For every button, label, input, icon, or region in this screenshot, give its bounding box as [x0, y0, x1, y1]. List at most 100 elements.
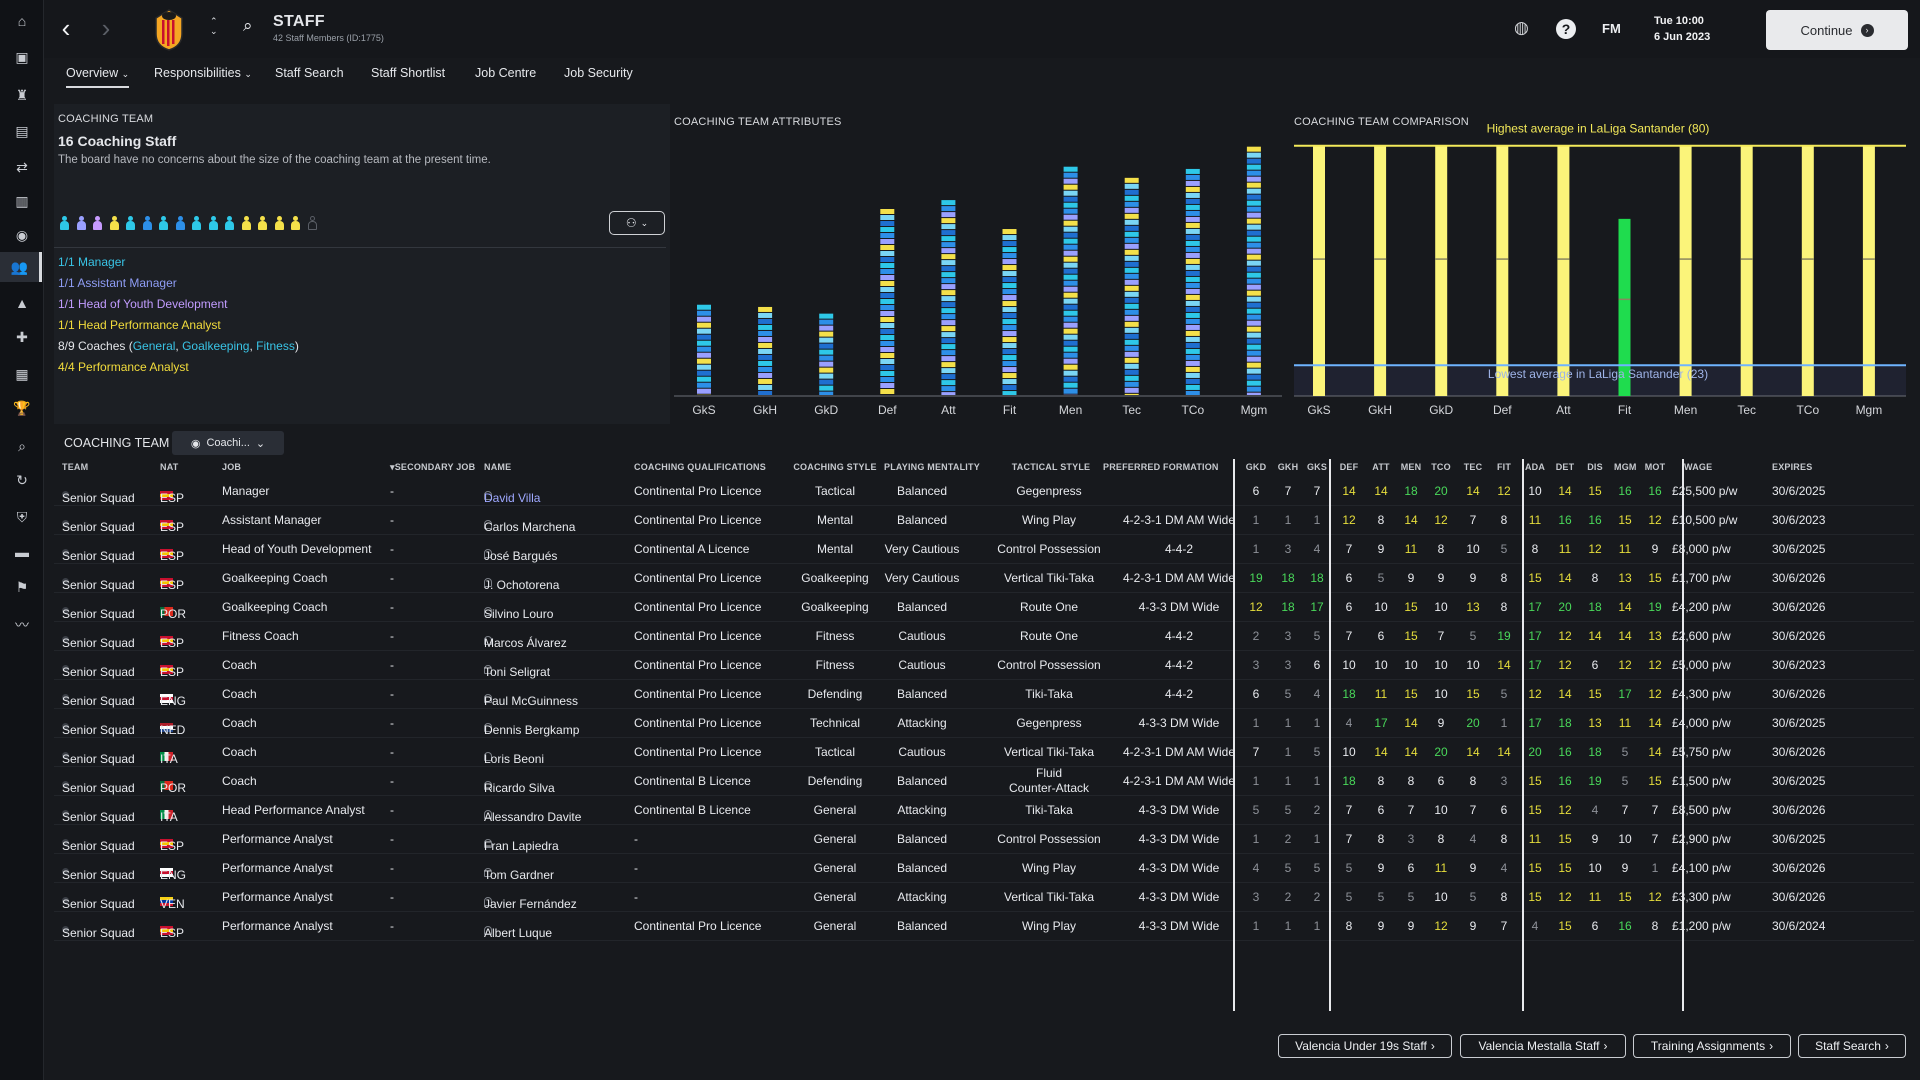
- select-dot-icon[interactable]: [62, 665, 69, 672]
- fm-menu[interactable]: FM: [1602, 21, 1621, 36]
- column-header-det[interactable]: DET: [1555, 462, 1575, 472]
- column-header-secondary-job[interactable]: ▾SECONDARY JOB: [390, 462, 476, 472]
- select-dot-icon[interactable]: [62, 897, 69, 904]
- tab-staff-shortlist[interactable]: Staff Shortlist: [371, 66, 446, 80]
- column-header-fit[interactable]: FIT: [1496, 462, 1512, 472]
- staff-figure-icon[interactable]: [76, 216, 86, 230]
- club-crest-icon[interactable]: [148, 8, 190, 52]
- staff-name[interactable]: David Villa: [484, 491, 541, 505]
- staff-icon[interactable]: 👥: [0, 252, 42, 282]
- select-dot-icon[interactable]: [62, 578, 69, 585]
- view-selector[interactable]: ◉ Coachi... ⌄: [172, 431, 284, 455]
- data-hub-icon[interactable]: 〰: [15, 617, 29, 633]
- select-dot-icon[interactable]: [62, 781, 69, 788]
- staff-name[interactable]: Loris Beoni: [484, 752, 545, 766]
- staff-search-button[interactable]: Staff Search ›: [1798, 1034, 1906, 1058]
- staff-figure-icon[interactable]: [126, 216, 135, 230]
- social-icon[interactable]: ◍: [1514, 18, 1529, 37]
- table-row[interactable]: Senior Squad VEN Performance Analyst - Javie…: [54, 883, 1914, 912]
- select-dot-icon[interactable]: [62, 752, 69, 759]
- staff-name[interactable]: José Bargués: [484, 549, 558, 563]
- staff-name[interactable]: Carlos Marchena: [484, 520, 576, 534]
- staff-name[interactable]: Fran Lapiedra: [484, 839, 559, 853]
- table-row[interactable]: Senior Squad ESP Performance Analyst - Alber…: [54, 912, 1914, 941]
- select-dot-icon[interactable]: [62, 723, 69, 730]
- table-row[interactable]: Senior Squad ESP Performance Analyst - Fran …: [54, 825, 1914, 854]
- staff-figure-icon[interactable]: [225, 216, 234, 230]
- column-header-nat[interactable]: NAT: [160, 462, 179, 472]
- column-header-expires[interactable]: EXPIRES: [1772, 462, 1813, 472]
- staff-name[interactable]: Dennis Bergkamp: [484, 723, 580, 737]
- select-dot-icon[interactable]: [62, 810, 69, 817]
- staff-name[interactable]: Alessandro Davite: [484, 810, 582, 824]
- table-row[interactable]: Senior Squad ITA Coach - Loris Beoni Continen…: [54, 738, 1914, 767]
- medical-icon[interactable]: ✚: [16, 328, 28, 345]
- inbox-icon[interactable]: ▣: [15, 48, 29, 65]
- column-header-tec[interactable]: TEC: [1463, 462, 1483, 472]
- staff-figure-icon[interactable]: [208, 216, 218, 230]
- table-row[interactable]: Senior Squad ESP Manager - David Villa Contin…: [54, 477, 1914, 506]
- staff-name[interactable]: Toni Seligrat: [484, 665, 551, 679]
- home-icon[interactable]: ⌂: [17, 13, 27, 29]
- trophy-icon[interactable]: 🏆: [13, 399, 31, 416]
- tab-staff-search[interactable]: Staff Search: [275, 66, 344, 80]
- table-row[interactable]: Senior Squad ITA Head Performance Analyst -…: [54, 796, 1914, 825]
- select-dot-icon[interactable]: [62, 694, 69, 701]
- column-header-team[interactable]: TEAM: [62, 462, 89, 472]
- table-row[interactable]: Senior Squad POR Goalkeeping Coach - Silvino…: [54, 593, 1914, 622]
- help-icon[interactable]: ?: [1556, 19, 1576, 39]
- table-row[interactable]: Senior Squad NED Coach - Dennis Bergkamp Cont…: [54, 709, 1914, 738]
- column-header-tactical-style[interactable]: TACTICAL STYLE: [1011, 462, 1091, 472]
- staff-figure-icon[interactable]: [60, 216, 69, 230]
- staff-name[interactable]: Marcos Álvarez: [484, 636, 567, 650]
- select-dot-icon[interactable]: [62, 926, 69, 933]
- tactics-icon[interactable]: ▤: [15, 122, 29, 139]
- staff-figure-icon[interactable]: [159, 216, 168, 230]
- staff-name[interactable]: Ricardo Silva: [484, 781, 555, 795]
- select-dot-icon[interactable]: [62, 839, 69, 846]
- column-header-mot[interactable]: MOT: [1644, 462, 1666, 472]
- select-dot-icon[interactable]: [62, 491, 69, 498]
- table-row[interactable]: Senior Squad ESP Coach - Toni Seligrat Contin…: [54, 651, 1914, 680]
- select-dot-icon[interactable]: [62, 636, 69, 643]
- column-header-coaching-qualifications[interactable]: COACHING QUALIFICATIONS: [634, 462, 766, 472]
- table-row[interactable]: Senior Squad ENG Coach - Paul McGuinness Cont…: [54, 680, 1914, 709]
- tab-responsibilities[interactable]: Responsibilities ⌄: [154, 66, 252, 80]
- column-header-att[interactable]: ATT: [1372, 462, 1390, 472]
- tab-job-security[interactable]: Job Security: [564, 66, 633, 80]
- column-header-men[interactable]: MEN: [1400, 462, 1422, 472]
- under19s-staff-button[interactable]: Valencia Under 19s Staff ›: [1278, 1034, 1452, 1058]
- column-header-wage[interactable]: WAGE: [1684, 462, 1713, 472]
- column-header-playing-mentality[interactable]: PLAYING MENTALITY: [884, 462, 980, 472]
- staff-figure-icon[interactable]: [241, 216, 251, 230]
- staff-figure-icon[interactable]: [93, 216, 102, 230]
- staff-name[interactable]: J. Ochotorena: [484, 578, 560, 592]
- role-filter-button[interactable]: ⚇ ⌄: [609, 211, 665, 235]
- table-row[interactable]: Senior Squad POR Coach - Ricardo Silva Contin…: [54, 766, 1914, 796]
- column-header-ada[interactable]: ADA: [1524, 462, 1546, 472]
- staff-figure-icon[interactable]: [109, 216, 119, 230]
- column-header-gkh[interactable]: GKH: [1277, 462, 1299, 472]
- calendar-icon[interactable]: ▦: [15, 365, 29, 382]
- club-icon[interactable]: ⛨: [16, 508, 28, 525]
- column-header-preferred-formation[interactable]: PREFERRED FORMATION: [1103, 462, 1219, 472]
- continue-button[interactable]: Continue ›: [1766, 10, 1908, 50]
- staff-figure-icon[interactable]: [307, 216, 317, 230]
- refresh-icon[interactable]: ↻: [16, 471, 28, 488]
- table-row[interactable]: Senior Squad ESP Fitness Coach - Marcos Álva…: [54, 622, 1914, 651]
- search-icon[interactable]: ⌕: [243, 16, 253, 35]
- tab-overview[interactable]: Overview ⌄: [66, 66, 130, 88]
- column-header-coaching-style[interactable]: COACHING STYLE: [793, 462, 877, 472]
- select-dot-icon[interactable]: [62, 868, 69, 875]
- dev-centre-icon[interactable]: ⚑: [15, 578, 29, 595]
- table-row[interactable]: Senior Squad ESP Goalkeeping Coach - J. Ocho…: [54, 564, 1914, 593]
- column-header-tco[interactable]: TCO: [1431, 462, 1451, 472]
- staff-figure-icon[interactable]: [274, 216, 284, 230]
- finances-icon[interactable]: ▬: [15, 544, 29, 560]
- column-header-name[interactable]: NAME: [484, 462, 512, 472]
- staff-name[interactable]: Javier Fernández: [484, 897, 577, 911]
- select-dot-icon[interactable]: [62, 549, 69, 556]
- staff-figure-icon[interactable]: [192, 216, 201, 230]
- column-header-mgm[interactable]: MGM: [1614, 462, 1637, 472]
- training-icon[interactable]: ▲: [15, 295, 29, 311]
